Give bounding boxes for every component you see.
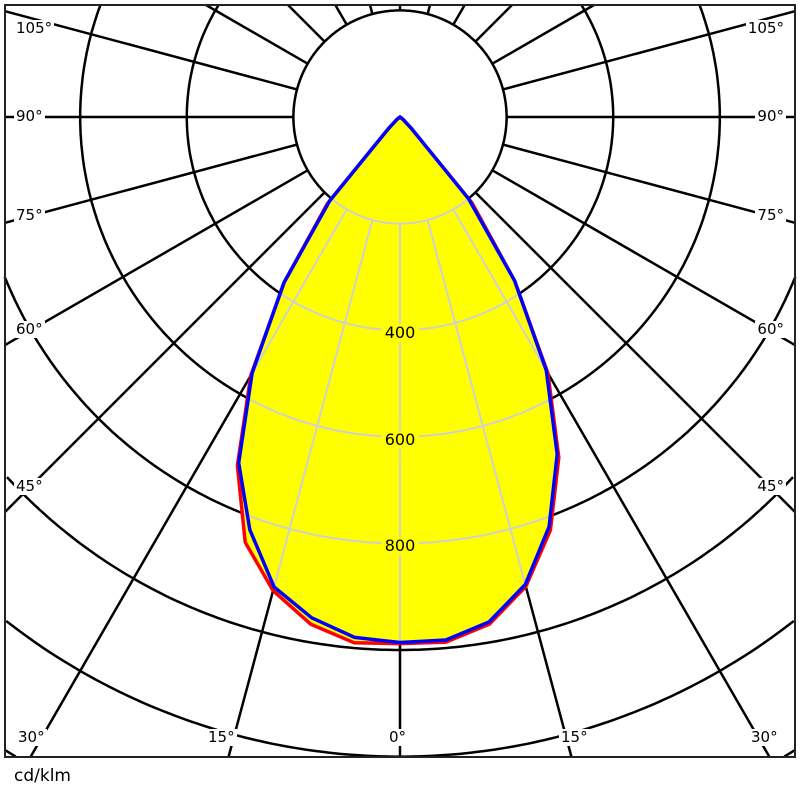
grid-spoke	[4, 143, 298, 225]
angle-label: 60°	[755, 320, 786, 338]
grid-spoke	[452, 4, 466, 26]
inner-grid-spoke	[452, 208, 559, 644]
grid-spoke	[4, 169, 309, 347]
grid-spoke	[474, 191, 796, 513]
inner-grid-circle	[237, 117, 559, 332]
unit-label: cd/klm	[14, 766, 71, 786]
grid-spoke	[491, 3, 595, 65]
angle-label: 105°	[745, 19, 786, 37]
grid-spoke	[4, 191, 326, 513]
radial-tick-label: 400	[381, 324, 419, 342]
angle-label: 15°	[206, 728, 237, 746]
angle-label: 0°	[387, 728, 409, 746]
grid-spoke	[287, 4, 326, 43]
inner-grid-spoke	[237, 219, 374, 644]
grid-spoke	[474, 4, 513, 43]
angle-label: 45°	[755, 477, 786, 495]
inner-grid-circle	[292, 117, 508, 225]
angle-label: 60°	[14, 320, 45, 338]
grid-spoke	[205, 3, 309, 65]
intensity-fill	[238, 117, 558, 643]
angle-label: 30°	[749, 728, 780, 746]
blue-intensity-curve	[236, 115, 559, 645]
grid-spoke	[502, 143, 796, 225]
grid-spoke	[368, 4, 374, 15]
angle-label: 30°	[16, 728, 47, 746]
angle-label: 45°	[14, 477, 45, 495]
inner-grid-spoke	[237, 208, 348, 644]
angle-label: 75°	[14, 206, 45, 224]
grid-circle	[3, 748, 797, 758]
inner-grid-spoke	[426, 219, 559, 644]
inner-grid-circle	[237, 117, 559, 438]
angle-label: 105°	[14, 19, 55, 37]
plot-frame	[4, 4, 796, 758]
angle-label: 15°	[559, 728, 590, 746]
angle-label: 90°	[755, 107, 786, 125]
radial-tick-label: 600	[381, 431, 419, 449]
radial-tick-label: 800	[381, 537, 419, 555]
angle-label: 90°	[14, 107, 45, 125]
grid-spoke	[334, 4, 348, 26]
grid-spoke	[491, 169, 796, 347]
angle-label: 75°	[755, 206, 786, 224]
grid-spoke	[426, 4, 432, 15]
